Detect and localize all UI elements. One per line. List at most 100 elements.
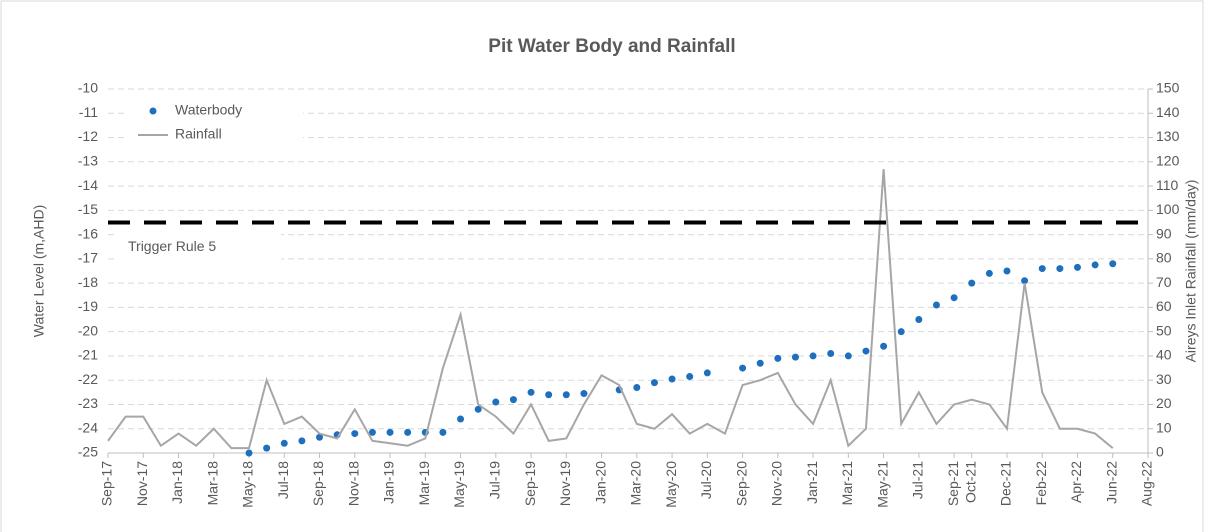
trigger-label: Trigger Rule 5 (128, 238, 216, 254)
x-tick-label: May-19 (451, 461, 467, 508)
y2-tick-label: 0 (1156, 444, 1164, 460)
waterbody-point (580, 390, 588, 398)
x-tick-label: May-20 (663, 461, 679, 508)
x-tick-label: Mar-20 (628, 461, 644, 506)
waterbody-point (457, 415, 465, 423)
waterbody-point (245, 449, 253, 457)
x-tick-label: Nov-17 (134, 461, 150, 506)
waterbody-point (545, 391, 553, 399)
y-tick-label: -17 (78, 250, 98, 266)
y-tick-label: -20 (78, 322, 98, 338)
x-tick-label: Sep-19 (522, 461, 538, 506)
y2-tick-label: 100 (1156, 201, 1180, 217)
x-tick-label: Jun-22 (1103, 461, 1119, 504)
x-tick-label: Jul-20 (698, 461, 714, 499)
y-tick-label: -21 (78, 347, 98, 363)
y2-tick-label: 70 (1156, 274, 1172, 290)
x-tick-label: Mar-19 (416, 461, 432, 506)
x-tick-label: Nov-20 (769, 461, 785, 506)
waterbody-point (844, 352, 852, 360)
y-tick-label: -16 (78, 225, 98, 241)
x-tick-label: Mar-21 (839, 461, 855, 506)
waterbody-point (1003, 267, 1011, 275)
waterbody-point (1073, 263, 1081, 271)
y2-tick-label: 150 (1156, 80, 1180, 96)
y2-tick-label: 30 (1156, 371, 1172, 387)
waterbody-point (404, 428, 412, 436)
waterbody-point (298, 437, 306, 445)
x-tick-label: Sep-17 (99, 461, 115, 506)
y2-tick-label: 40 (1156, 347, 1172, 363)
x-tick-label: Dec-21 (998, 461, 1014, 506)
x-tick-label: Oct-21 (962, 461, 978, 503)
x-tick-label: Sep-21 (945, 461, 961, 506)
y2-tick-label: 120 (1156, 153, 1180, 169)
y2-axis-label: Aireys Inlet Rainfall (mm/day) (1183, 180, 1199, 363)
x-tick-label: May-21 (874, 461, 890, 508)
x-tick-label: Feb-22 (1033, 461, 1049, 506)
waterbody-point (1021, 277, 1029, 285)
waterbody-point (791, 353, 799, 361)
waterbody-point (686, 373, 694, 381)
waterbody-point (1091, 261, 1099, 269)
legend-box (128, 95, 303, 153)
waterbody-point (474, 405, 482, 413)
waterbody-point (650, 379, 658, 387)
y2-tick-label: 110 (1156, 177, 1179, 193)
waterbody-point (774, 354, 782, 362)
y-tick-label: -14 (78, 177, 98, 193)
chart-title: Pit Water Body and Rainfall (488, 36, 735, 57)
x-tick-label: Jul-19 (486, 461, 502, 499)
waterbody-point (932, 301, 940, 309)
y2-tick-label: 140 (1156, 104, 1180, 120)
waterbody-point (985, 269, 993, 277)
legend-swatch (149, 107, 157, 115)
waterbody-point (809, 352, 817, 360)
waterbody-point (668, 375, 676, 383)
x-tick-label: Jan-21 (804, 461, 820, 504)
waterbody-point (351, 430, 359, 438)
y2-tick-label: 10 (1156, 419, 1172, 435)
waterbody-point (527, 388, 535, 396)
y-tick-label: -25 (78, 444, 98, 460)
waterbody-point (739, 364, 747, 372)
waterbody-point (368, 428, 376, 436)
x-tick-label: Mar-18 (204, 461, 220, 506)
waterbody-point (862, 347, 870, 355)
x-tick-label: Jan-19 (381, 461, 397, 504)
x-tick-label: Jan-18 (169, 461, 185, 504)
waterbody-point (316, 433, 324, 441)
waterbody-point (897, 328, 905, 336)
rainfall-line (107, 169, 1114, 450)
waterbody-point (1056, 265, 1064, 273)
y2-tick-label: 20 (1156, 395, 1172, 411)
y-tick-label: -24 (78, 419, 98, 435)
y-tick-label: -15 (78, 201, 98, 217)
y-tick-label: -18 (78, 274, 98, 290)
waterbody-point (968, 279, 976, 287)
x-tick-label: Jul-21 (910, 461, 926, 499)
x-tick-label: Aug-22 (1139, 461, 1155, 506)
y2-tick-label: 80 (1156, 250, 1172, 266)
waterbody-point (1038, 265, 1046, 273)
waterbody-point (880, 342, 888, 350)
y-tick-label: -22 (78, 371, 98, 387)
waterbody-point (386, 428, 394, 436)
x-tick-label: Nov-18 (345, 461, 361, 506)
x-tick-label: Nov-19 (557, 461, 573, 506)
x-tick-label: Sep-20 (733, 461, 749, 506)
x-tick-label: Jul-18 (275, 461, 291, 499)
waterbody-point (280, 439, 288, 447)
legend-label: Waterbody (175, 102, 242, 118)
y2-tick-label: 60 (1156, 298, 1172, 314)
y2-tick-label: 90 (1156, 225, 1172, 241)
x-tick-label: Sep-18 (310, 461, 326, 506)
waterbody-point (756, 359, 764, 367)
y-tick-label: -13 (78, 153, 98, 169)
waterbody-point (263, 444, 271, 452)
y-axis-label: Water Level (m,AHD) (31, 205, 47, 338)
x-tick-label: Jan-20 (592, 461, 608, 504)
waterbody-point (1109, 260, 1117, 268)
